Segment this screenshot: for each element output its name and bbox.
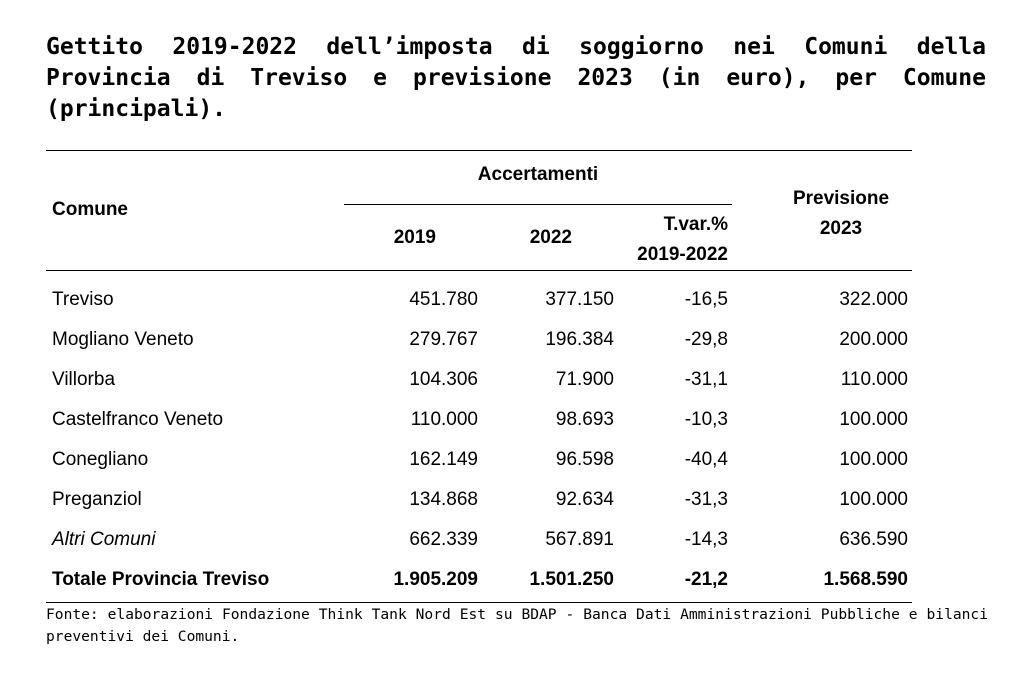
cell-tvar: -14,3 <box>684 529 728 550</box>
header-2022: 2022 <box>529 227 572 248</box>
table-row: Treviso 451.780 377.150 -16,5 322.000 <box>46 282 912 322</box>
cell-comune: Mogliano Veneto <box>52 329 194 350</box>
cell-tvar: -21,2 <box>684 569 728 590</box>
cell-tvar: -31,1 <box>684 369 728 390</box>
cell-comune: Castelfranco Veneto <box>52 409 224 430</box>
cell-2019: 110.000 <box>410 409 478 430</box>
table-bottom-rule <box>46 602 912 603</box>
cell-comune: Villorba <box>52 369 116 390</box>
cell-comune: Conegliano <box>52 449 149 470</box>
header-previsione-line2: 2023 <box>819 218 863 239</box>
header-previsione-line1: Previsione <box>792 188 890 209</box>
source-note: Fonte: elaborazioni Fondazione Think Tan… <box>46 606 988 645</box>
cell-tvar: -16,5 <box>684 289 728 310</box>
cell-2022: 377.150 <box>545 289 614 310</box>
table-top-rule <box>46 150 912 151</box>
header-tvar-line2: 2019-2022 <box>637 244 728 265</box>
cell-2019: 162.149 <box>409 449 478 470</box>
cell-2022: 567.891 <box>545 529 614 550</box>
cell-2022: 1.501.250 <box>529 569 614 590</box>
table-row: Mogliano Veneto 279.767 196.384 -29,8 20… <box>46 322 912 362</box>
cell-2019: 451.780 <box>409 289 478 310</box>
cell-previsione: 110.000 <box>840 369 908 390</box>
cell-comune: Preganziol <box>52 489 142 510</box>
cell-2022: 92.634 <box>555 489 614 510</box>
cell-2019: 1.905.209 <box>393 569 478 590</box>
cell-tvar: -29,8 <box>684 329 728 350</box>
cell-previsione: 1.568.590 <box>823 569 908 590</box>
cell-2022: 196.384 <box>545 329 614 350</box>
table-row: Conegliano 162.149 96.598 -40,4 100.000 <box>46 442 912 482</box>
header-comune: Comune <box>52 199 128 220</box>
cell-previsione: 636.590 <box>839 529 908 550</box>
table-body: Treviso 451.780 377.150 -16,5 322.000 Mo… <box>46 282 912 602</box>
header-accertamenti: Accertamenti <box>477 164 599 185</box>
cell-comune: Altri Comuni <box>52 529 156 550</box>
cell-2022: 71.900 <box>555 369 614 390</box>
header-bottom-rule <box>46 270 912 271</box>
cell-previsione: 100.000 <box>839 489 908 510</box>
cell-tvar: -10,3 <box>684 409 728 430</box>
header-2019: 2019 <box>393 227 436 248</box>
cell-2022: 96.598 <box>555 449 614 470</box>
cell-2019: 279.767 <box>409 329 478 350</box>
table-row: Altri Comuni 662.339 567.891 -14,3 636.5… <box>46 522 912 562</box>
cell-tvar: -40,4 <box>684 449 728 470</box>
cell-2019: 134.868 <box>409 489 478 510</box>
accertamenti-rule <box>344 204 732 205</box>
cell-previsione: 100.000 <box>839 449 908 470</box>
cell-tvar: -31,3 <box>684 489 728 510</box>
table-row: Preganziol 134.868 92.634 -31,3 100.000 <box>46 482 912 522</box>
cell-2019: 662.339 <box>409 529 478 550</box>
header-tvar-line1: T.var.% <box>663 214 728 235</box>
table-row: Castelfranco Veneto 110.000 98.693 -10,3… <box>46 402 912 442</box>
cell-comune: Treviso <box>52 289 114 310</box>
total-row: Totale Provincia Treviso 1.905.209 1.501… <box>46 562 912 602</box>
cell-previsione: 200.000 <box>839 329 908 350</box>
header-previsione: Previsione 2023 <box>754 184 928 244</box>
header-tvar: T.var.% 2019-2022 <box>637 210 728 270</box>
cell-2019: 104.306 <box>409 369 478 390</box>
page-title: Gettito 2019-2022 dell’imposta di soggio… <box>46 34 986 122</box>
table-row: Villorba 104.306 71.900 -31,1 110.000 <box>46 362 912 402</box>
cell-previsione: 322.000 <box>839 289 908 310</box>
cell-previsione: 100.000 <box>839 409 908 430</box>
cell-2022: 98.693 <box>555 409 614 430</box>
cell-comune: Totale Provincia Treviso <box>52 569 270 590</box>
